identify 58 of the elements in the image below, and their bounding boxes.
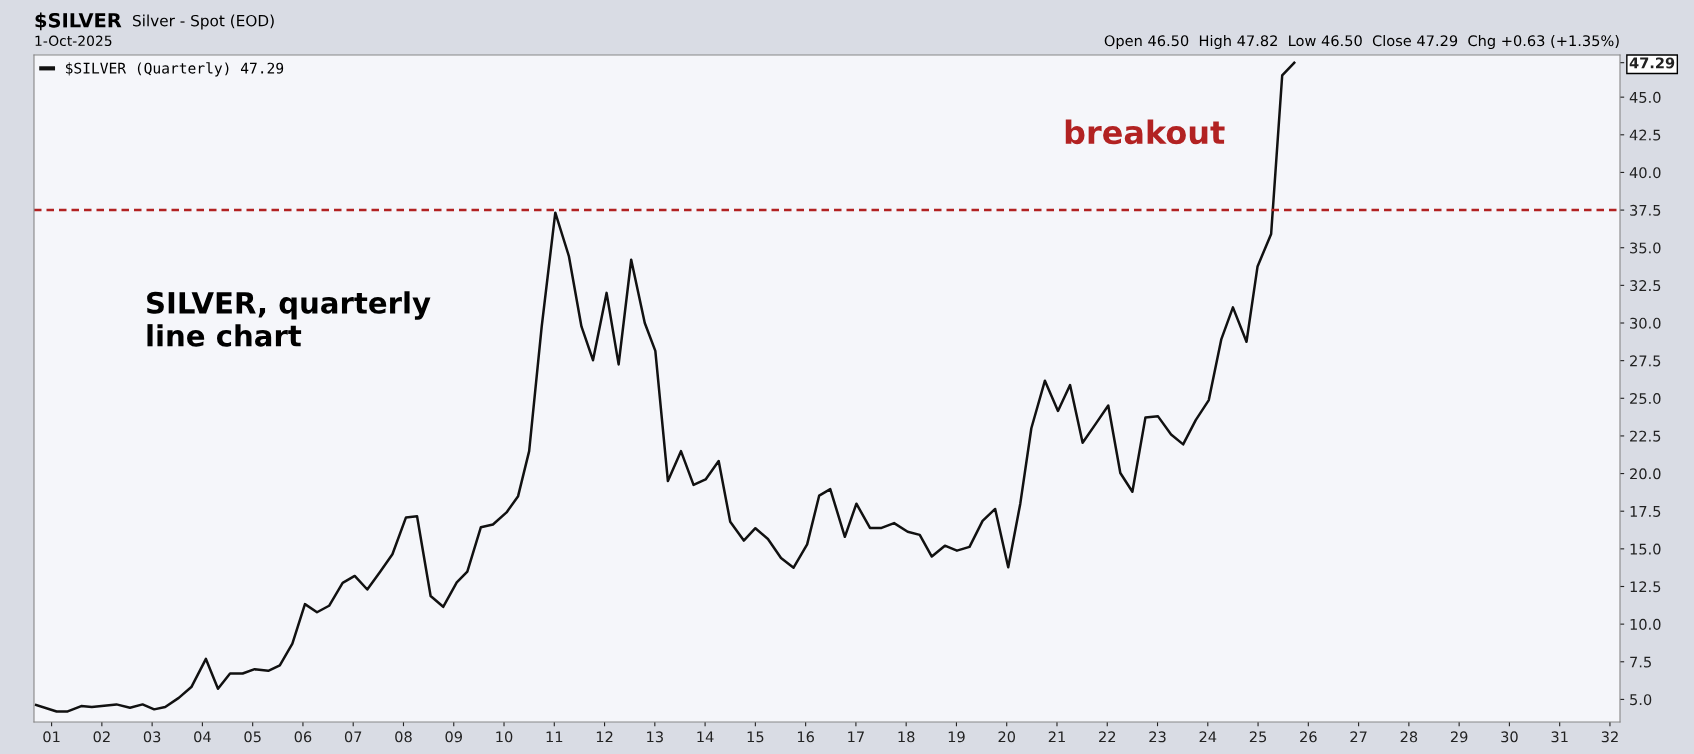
text: 1-Oct-2025 (35, 35, 112, 47)
y-tick-label: 30.0 (1630, 317, 1661, 329)
y-tick-label: 10.0 (1630, 618, 1661, 630)
x-tick-label: 16 (797, 731, 814, 743)
x-tick-label: 30 (1501, 731, 1518, 743)
x-tick-label: 15 (747, 731, 764, 743)
x-tick-label: 07 (344, 731, 362, 743)
x-tick-label: 19 (948, 731, 965, 743)
x-tick-label: 17 (848, 731, 864, 743)
y-tick-label: 7.5 (1630, 656, 1651, 668)
x-tick-label: 04 (194, 731, 211, 743)
x-tick-label: 10 (496, 731, 513, 743)
annotation: SILVER, quarterly line chart (147, 291, 431, 347)
y-tick-label: 17.5 (1630, 506, 1661, 517)
y-tick-label: 5.0 (1630, 694, 1652, 706)
y-tick-label: 27.5 (1630, 355, 1661, 367)
y-tick-label: 15.0 (1630, 543, 1661, 555)
x-tick-label: 21 (1048, 731, 1065, 743)
x-tick-label: 18 (898, 731, 915, 743)
x-tick-label: 26 (1300, 731, 1317, 743)
x-tick-label: 12 (596, 731, 613, 743)
legend-label: $SILVER (Quarterly) 47.29 (65, 62, 284, 77)
x-tick-label: 31 (1551, 731, 1568, 743)
y-tick-label: 32.5 (1630, 280, 1661, 292)
x-tick-label: 27 (1350, 731, 1367, 743)
line-series (34, 61, 1296, 713)
x-tick-label: 23 (1149, 731, 1166, 743)
x-tick-label: 28 (1400, 731, 1418, 743)
x-tick-label: 14 (697, 731, 714, 743)
x-tick-label: 01 (43, 731, 60, 743)
y-tick-label: 25.0 (1630, 393, 1661, 405)
x-tick-label: 03 (143, 731, 161, 743)
x-tick-label: 11 (546, 731, 563, 743)
x-tick-label: 25 (1249, 731, 1267, 743)
y-tick-label: 22.5 (1630, 430, 1661, 442)
chart-subtitle: Silver - Spot (EOD) (133, 14, 274, 30)
y-tick-label: 20.0 (1630, 468, 1661, 480)
x-tick-label: 24 (1199, 731, 1217, 743)
y-tick-label: 42.5 (1629, 129, 1661, 141)
x-tick-label: 20 (998, 731, 1016, 743)
annotation: breakout (1065, 119, 1225, 145)
y-tick-label: 40.0 (1629, 167, 1661, 179)
x-tick-label: 13 (647, 731, 663, 743)
chart-title: $SILVER (35, 12, 122, 31)
x-tick-label: 05 (244, 731, 261, 743)
y-tick-label: 37.5 (1630, 204, 1661, 216)
y-tick-label: 47.29 (1629, 57, 1675, 69)
y-tick-label: 12.5 (1630, 581, 1661, 593)
x-tick-label: 08 (395, 731, 412, 743)
x-tick-label: 02 (93, 731, 110, 743)
y-tick-label: 35.0 (1630, 242, 1661, 254)
x-tick-label: 09 (445, 731, 462, 743)
y-tick-label: 45.0 (1629, 91, 1661, 103)
x-tick-label: 06 (294, 731, 312, 743)
x-tick-label: 22 (1099, 731, 1116, 743)
x-tick-label: 29 (1450, 731, 1468, 743)
x-tick-label: 32 (1601, 731, 1618, 743)
text: Open 46.50 High 47.82 Low 46.50 Close 47.29 Chg +0.63 (+1.35%) (1104, 34, 1619, 50)
